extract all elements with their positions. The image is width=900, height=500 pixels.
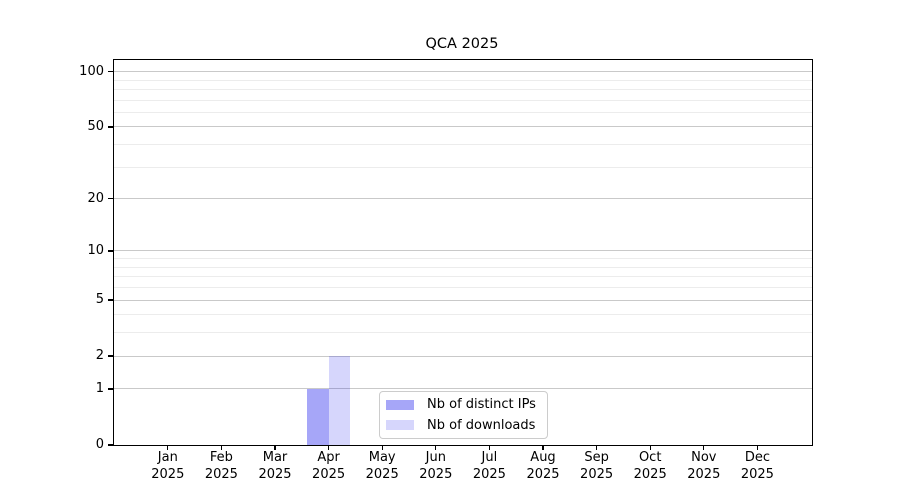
y-gridline-minor <box>114 258 812 260</box>
plot-area: 0 1 2 5 10 20 50 100 Jan 2025 Feb 2025 Mar 2025 Apr 202… <box>79 59 813 482</box>
x-tick-label: May 2025 <box>350 450 414 483</box>
y-gridline-minor <box>114 287 812 289</box>
x-tick-year: 2025 <box>419 466 453 482</box>
x-tick-year: 2025 <box>365 466 399 482</box>
x-tick-month: Jul <box>481 450 498 465</box>
y-tick-mark <box>108 126 113 128</box>
x-tick-month: Feb <box>209 450 233 465</box>
y-tick-label: 20 <box>87 190 104 206</box>
x-tick-mark <box>542 445 544 450</box>
x-tick-mark <box>703 445 705 450</box>
legend-label-distinct-ips: Nb of distinct IPs <box>427 397 536 413</box>
y-tick-mark <box>108 355 113 357</box>
y-gridline-major <box>114 388 812 390</box>
y-gridline-minor <box>114 111 812 113</box>
y-gridline-major <box>114 250 812 252</box>
y-gridline-major <box>114 126 812 128</box>
y-tick-label: 10 <box>87 242 104 258</box>
x-tick-label: Jan 2025 <box>136 450 200 483</box>
x-tick-year: 2025 <box>312 466 346 482</box>
x-tick-mark <box>381 445 383 450</box>
y-gridline-minor <box>114 266 812 268</box>
x-tick-label: Mar 2025 <box>243 450 307 483</box>
x-tick-label: Nov 2025 <box>672 450 736 483</box>
x-tick-month: Dec <box>744 450 770 465</box>
x-tick-label: Feb 2025 <box>189 450 253 483</box>
bar-nb-of-distinct-ips-apr <box>307 388 329 445</box>
legend-label-downloads: Nb of downloads <box>427 417 536 433</box>
x-tick-label: Apr 2025 <box>297 450 361 483</box>
y-tick-mark <box>108 70 113 73</box>
y-gridline-major <box>114 299 812 301</box>
y-gridline-minor <box>114 166 812 168</box>
x-tick-year: 2025 <box>580 466 614 482</box>
x-tick-month: Jun <box>425 450 446 465</box>
y-tick-mark <box>108 198 113 200</box>
legend-item-distinct-ips: Nb of distinct IPs <box>380 395 547 414</box>
x-tick-year: 2025 <box>204 466 238 482</box>
y-gridline-major <box>114 198 812 200</box>
x-tick-mark <box>595 445 598 450</box>
y-gridline-major <box>114 355 812 357</box>
x-tick-year: 2025 <box>740 466 774 482</box>
x-tick-mark <box>649 445 651 450</box>
chart-title: QCA 2025 <box>425 36 499 52</box>
y-tick-label: 0 <box>95 437 104 452</box>
y-gridline-minor <box>114 314 812 316</box>
y-gridline-major <box>114 71 812 73</box>
x-tick-mark <box>167 445 169 450</box>
y-tick-label: 5 <box>95 292 104 308</box>
x-tick-month: Nov <box>691 450 717 465</box>
y-tick-label: 1 <box>95 380 104 396</box>
x-tick-month: Apr <box>317 450 340 465</box>
x-tick-mark <box>274 445 276 450</box>
y-gridline-minor <box>114 276 812 278</box>
y-tick-label: 2 <box>95 348 104 364</box>
x-tick-label: Jul 2025 <box>457 450 521 483</box>
x-tick-year: 2025 <box>633 466 667 482</box>
x-tick-label: Aug 2025 <box>511 450 575 483</box>
legend-item-downloads: Nb of downloads <box>380 416 547 435</box>
x-tick-mark <box>220 445 223 450</box>
x-tick-label: Dec 2025 <box>725 450 789 483</box>
y-gridline-minor <box>114 88 812 90</box>
y-gridline-minor <box>114 144 812 146</box>
y-gridline-minor <box>114 79 812 81</box>
x-tick-month: Aug <box>530 450 556 465</box>
x-tick-month: Sep <box>584 450 609 465</box>
x-tick-month: Oct <box>638 450 662 465</box>
x-tick-mark <box>435 445 437 450</box>
y-gridline-minor <box>114 332 812 334</box>
y-tick-mark <box>108 388 113 390</box>
x-tick-year: 2025 <box>151 466 185 482</box>
x-tick-mark <box>488 445 491 450</box>
x-tick-label: Jun 2025 <box>404 450 468 483</box>
y-tick-label: 50 <box>87 118 104 134</box>
legend-swatch-downloads <box>386 420 414 430</box>
x-tick-mark <box>327 445 330 450</box>
bar-nb-of-downloads-apr <box>328 356 350 445</box>
x-tick-year: 2025 <box>258 466 292 482</box>
x-tick-year: 2025 <box>472 466 506 482</box>
y-tick-mark <box>108 444 113 446</box>
x-tick-month: May <box>368 450 396 465</box>
x-tick-month: Mar <box>262 450 288 465</box>
x-tick-year: 2025 <box>526 466 560 482</box>
legend: Nb of distinct IPs Nb of downloads <box>379 391 548 439</box>
x-tick-label: Oct 2025 <box>618 450 682 483</box>
x-tick-year: 2025 <box>687 466 721 482</box>
x-tick-month: Jan <box>157 450 178 465</box>
x-tick-mark <box>756 445 759 450</box>
y-tick-label: 100 <box>79 63 104 79</box>
legend-swatch-distinct-ips <box>386 400 414 410</box>
x-tick-label: Sep 2025 <box>565 450 629 483</box>
y-gridline-minor <box>114 99 812 101</box>
y-tick-mark <box>108 299 113 301</box>
y-tick-mark <box>108 250 113 252</box>
